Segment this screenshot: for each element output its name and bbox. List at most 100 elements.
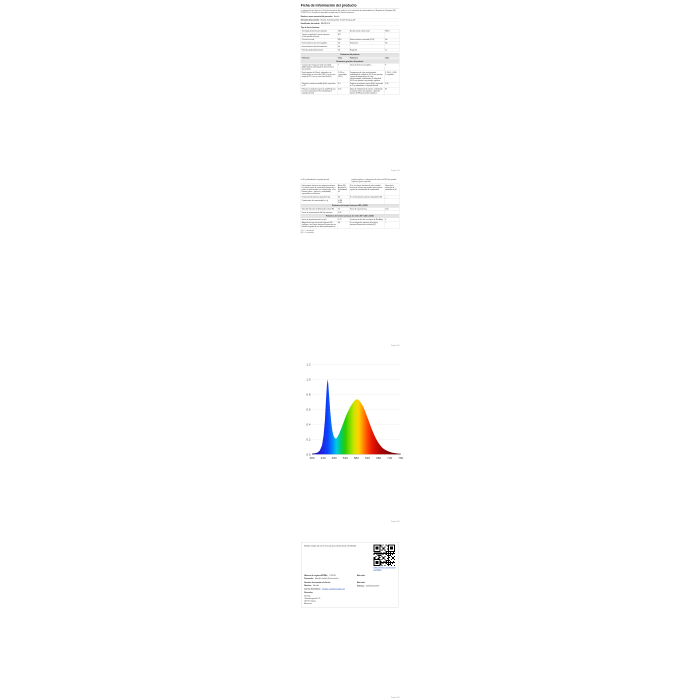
- website-row: Sitio web:: [357, 574, 396, 576]
- supplier-address-value: Marvilla, Gutenbergstraße 76, 04178 Leip…: [320, 19, 356, 21]
- table-cell: Gama de la alegación de equivalencia (b): [384, 183, 400, 196]
- product-parameters-table: Parámetros del producto Parámetro Valor Par…: [300, 52, 400, 95]
- svg-text:0.6: 0.6: [306, 407, 311, 411]
- svg-text:0.0: 0.0: [306, 452, 311, 456]
- table-cell: [384, 44, 400, 49]
- page-2: en W y redondeada al segundo decimal pue…: [298, 176, 402, 348]
- email-row: Correo electrónico: kontakt_eprel@marvil…: [304, 588, 357, 590]
- service-name-label: Nombre:: [304, 584, 312, 587]
- svg-text:1.0: 1.0: [306, 377, 311, 381]
- eprel-registration-label: Número de registro EPREL:: [304, 574, 328, 577]
- address-label: Dirección:: [304, 591, 314, 594]
- table-cell: Potencia en modo de espera (Psb), expres…: [348, 81, 385, 88]
- table-cell: [348, 210, 385, 215]
- address-block: Marvilla Gutenbergstraße 76 04178 Leipzi…: [304, 595, 357, 605]
- supplier-label: Proveedor:: [304, 577, 314, 580]
- page-number: Página 3/4: [390, 520, 400, 523]
- email-link[interactable]: kontakt_eprel@marvilla.com: [322, 587, 345, 590]
- address-line: Gutenbergstraße 76: [304, 597, 321, 600]
- table-cell: Altura 108 Anchura 60 Profundidad 60: [337, 183, 350, 196]
- table-cell: 0,50: [337, 87, 350, 95]
- table-cell: No: [337, 48, 350, 52]
- continuation-left-text: en W y redondeada al segundo decimal: [300, 178, 329, 181]
- supplier-name-value: Marvilla: [333, 15, 340, 18]
- table-cell: Consumo de energía en modo encendido (kW…: [300, 63, 338, 71]
- light-source-type-label: Tipo de fuente luminosa:: [300, 26, 320, 29]
- table-cell: Índice de rendimiento de colores, redond…: [348, 87, 385, 95]
- phone-row: Teléfono: 0049341455590: [357, 585, 396, 587]
- table-cell: Factor de mantenimiento del flujo lumino…: [300, 210, 338, 215]
- model-id-value: MRV8910-W: [320, 22, 330, 25]
- table-cell: Si: con alegación, potencia de la fuente…: [348, 220, 385, 229]
- table-cell: Si es una fuente luminosa de color varia…: [348, 183, 385, 196]
- table-cell: 0,30: [384, 81, 400, 88]
- model-id-label: Identificador del modelo:: [300, 22, 320, 25]
- svg-text:430: 430: [321, 456, 326, 460]
- svg-text:780: 780: [398, 456, 403, 460]
- supplier-row: Proveedor: Marvilla GmbH (Futureworks): [304, 577, 357, 580]
- phone-label: Teléfono:: [356, 584, 365, 587]
- table-cell: Dimensiones exteriores sin ningún mecani…: [300, 183, 338, 196]
- table-cell: Temperatura de color correlacionada, red…: [348, 70, 385, 83]
- supplier-name-row: Nombre o marca comercial del proveedor: …: [300, 15, 400, 19]
- table-cell: No: [337, 220, 350, 229]
- address-line: Marvilla: [304, 594, 311, 597]
- svg-text:530: 530: [343, 456, 348, 460]
- footnote-a: (a) «—»: no procede.: [300, 229, 315, 232]
- page-number: Página 1/4: [390, 169, 400, 172]
- supplier-value: Marvilla GmbH (Futureworks): [315, 577, 339, 580]
- market-entry-text: Modelo introducido en el mercado de la U…: [304, 544, 357, 547]
- table-cell: 7: [337, 63, 350, 71]
- svg-text:680: 680: [376, 456, 381, 460]
- svg-text:380: 380: [309, 456, 314, 460]
- supplier-name-label: Nombre o marca comercial del proveedor:: [300, 15, 333, 18]
- continuation-row: en W y redondeada al segundo decimal pue…: [301, 178, 399, 182]
- table-cell: Pantalla antideslumbramiento:: [300, 48, 338, 52]
- parameters-continued-table: Dimensiones exteriores sin ningún mecani…: [300, 183, 400, 229]
- eprel-link[interactable]: https://eprel.ec.europa.eu/qr/1234567: [373, 566, 396, 571]
- page-1: Ficha de información del producto La inf…: [298, 1, 402, 173]
- table-cell: [348, 44, 385, 49]
- page-number: Página 4/4: [390, 696, 400, 699]
- address-line: Alemania: [304, 602, 312, 605]
- table-section-band: Parámetros generales del producto:: [300, 59, 400, 64]
- page-number: Página 2/4: [390, 344, 400, 347]
- svg-text:580: 580: [354, 456, 359, 460]
- page-3: 0.0 0.2 0.4 0.6 0.8 1.0 1.2 380 430 480 530 580 630 6…: [298, 352, 404, 524]
- svg-text:0.8: 0.8: [306, 392, 311, 396]
- address-line: 04178 Leipzig: [304, 599, 316, 602]
- table-cell: Si: con declaración, potencia equivalent…: [348, 195, 385, 199]
- table-cell: 2 700 K – 6 500 K; regulable: [384, 70, 400, 83]
- table-cell: [384, 32, 400, 39]
- qr-code: [373, 544, 395, 567]
- table-cell: Alegación de que una fuente luminosa LED…: [300, 220, 338, 229]
- svg-text:0.4: 0.4: [306, 422, 311, 426]
- svg-text:1.2: 1.2: [306, 362, 311, 366]
- table-cell: Potencia en modo de espera en red (Pnet)…: [300, 87, 338, 95]
- email-label: Correo electrónico:: [304, 587, 321, 590]
- table-cell: [348, 32, 385, 39]
- table-cell: Sí: [384, 48, 400, 52]
- supplier-address-row: Dirección del proveedor: Marvilla, Guten…: [300, 19, 400, 22]
- website-label: Sitio web:: [356, 574, 366, 577]
- chart-container: 0.0 0.2 0.4 0.6 0.8 1.0 1.2 380 430 480 530 580 630 6…: [303, 362, 403, 467]
- footnotes: (a) «—»: no procede. (b) «—»: no procede…: [301, 230, 399, 234]
- footnote-b: (b) «—»: no procede.: [300, 232, 315, 234]
- eprel-info-box: Modelo introducido en el mercado de la U…: [301, 542, 399, 608]
- svg-text:480: 480: [332, 456, 337, 460]
- svg-text:630: 630: [365, 456, 370, 460]
- table-cell: 1 055 en cono amplio (120°): [337, 70, 350, 83]
- table-cell: Clase de eficiencia energética: [348, 63, 385, 71]
- table-section-band: Parámetros de fuentes luminosas LED y OL…: [300, 203, 400, 208]
- website2-row: Sitio web:: [357, 581, 396, 583]
- table-cell: F: [384, 63, 400, 71]
- light-source-type-table: Tecnología de iluminación utilizada: LED N…: [300, 29, 400, 52]
- service-name-row: Nombre: Marvilla: [304, 584, 357, 587]
- customer-service-header: Servicio de atención al cliente:: [304, 581, 331, 584]
- table-cell: [384, 210, 400, 215]
- svg-text:0.2: 0.2: [306, 437, 311, 441]
- eprel-registration-row: Número de registro EPREL: 1234567: [304, 574, 357, 576]
- page-title: Ficha de información del producto: [300, 3, 400, 9]
- eprel-registration-value: 1234567: [329, 574, 337, 577]
- page-4: Modelo introducido en el mercado de la U…: [298, 528, 402, 700]
